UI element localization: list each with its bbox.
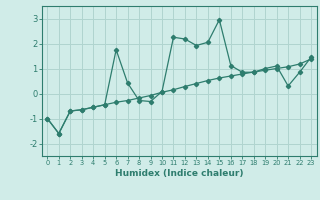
X-axis label: Humidex (Indice chaleur): Humidex (Indice chaleur) [115,169,244,178]
